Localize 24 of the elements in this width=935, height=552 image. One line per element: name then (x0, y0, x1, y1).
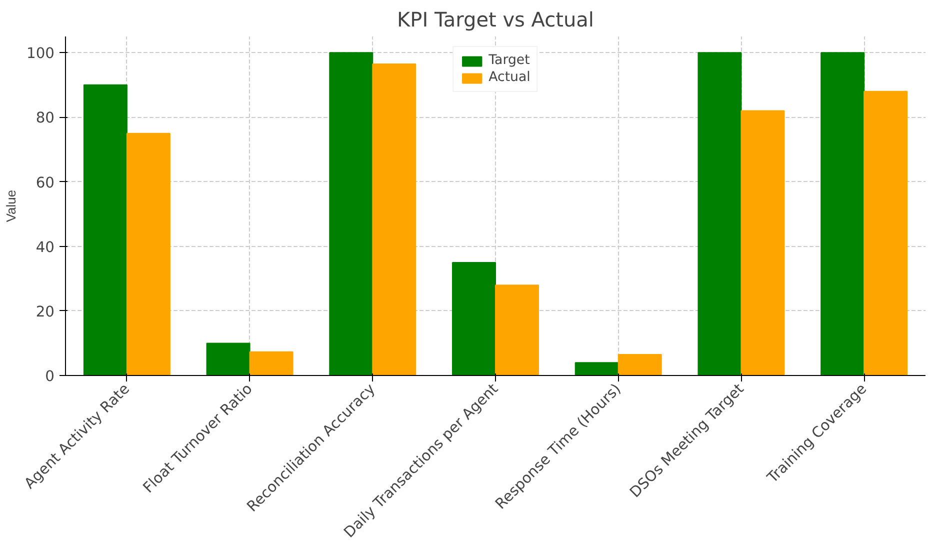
y-tick-label: 60 (36, 174, 55, 192)
y-axis-title: Value (4, 190, 19, 222)
bar (864, 90, 908, 376)
y-tick-label: 0 (45, 368, 55, 385)
legend-label: Actual (488, 70, 530, 85)
bar (698, 52, 742, 376)
y-tick-label: 100 (26, 45, 55, 62)
bar (249, 351, 294, 376)
bar (495, 284, 539, 376)
bar (83, 84, 128, 376)
bar (126, 132, 170, 376)
y-tick-label: 20 (36, 303, 55, 320)
legend-label: Target (488, 53, 530, 68)
y-tick-label: 40 (36, 238, 55, 256)
bar (740, 110, 785, 376)
bar (618, 354, 662, 376)
bar (574, 362, 619, 376)
bar (329, 52, 374, 376)
bar (820, 52, 865, 376)
bar (452, 262, 496, 376)
chart-title: KPI Target vs Actual (397, 8, 594, 32)
bar (372, 63, 416, 376)
bar (206, 342, 250, 376)
y-tick-label: 80 (36, 110, 55, 127)
